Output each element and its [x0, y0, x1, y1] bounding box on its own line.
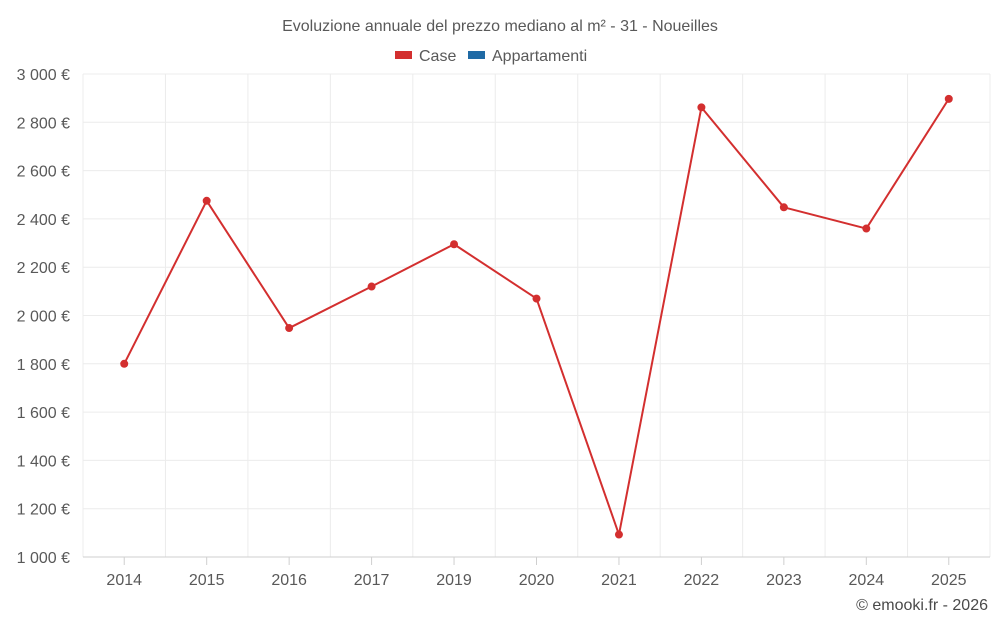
y-gridlines	[83, 73, 990, 510]
y-axis-labels: 1 000 € 1 200 € 1 400 € 1 600 € 1 800 € 2 000…	[17, 67, 70, 567]
x-tick-label: 2023	[766, 572, 802, 589]
y-tick-label: 2 200 €	[17, 260, 70, 277]
x-tick-label: 2014	[106, 572, 142, 589]
y-tick-label: 1 800 €	[17, 357, 70, 374]
data-point-case-2023[interactable]	[779, 203, 788, 212]
x-tick-label: 2017	[354, 572, 390, 589]
series-case	[120, 94, 953, 539]
data-point-case-2020[interactable]	[532, 294, 541, 303]
data-point-case-2015[interactable]	[202, 196, 211, 205]
legend-item-appartamenti[interactable]: Appartamenti	[468, 48, 587, 65]
data-point-case-2014[interactable]	[120, 359, 129, 368]
y-tick-label: 1 400 €	[17, 453, 70, 470]
x-tick-label: 2024	[849, 572, 885, 589]
data-point-case-2021[interactable]	[614, 530, 623, 539]
y-tick-label: 1 000 €	[17, 550, 70, 567]
credit-text: © emooki.fr - 2026	[856, 597, 988, 614]
data-point-case-2019[interactable]	[450, 240, 459, 249]
x-tick-label: 2021	[601, 572, 637, 589]
chart-title: Evoluzione annuale del prezzo mediano al…	[282, 18, 718, 35]
y-tick-label: 1 200 €	[17, 502, 70, 519]
y-tick-label: 2 400 €	[17, 212, 70, 229]
data-point-case-2022[interactable]	[697, 103, 706, 112]
legend-label-appartamenti: Appartamenti	[492, 48, 587, 65]
x-tick-label: 2019	[436, 572, 472, 589]
x-gridlines	[82, 74, 991, 557]
data-point-case-2025[interactable]	[944, 94, 953, 103]
legend-item-case[interactable]: Case	[395, 48, 456, 65]
data-point-case-2016[interactable]	[285, 324, 294, 333]
legend: Case Appartamenti	[395, 48, 587, 65]
data-point-case-2017[interactable]	[367, 282, 376, 291]
x-tick-label: 2016	[271, 572, 307, 589]
y-tick-label: 3 000 €	[17, 67, 70, 84]
data-point-case-2024[interactable]	[862, 224, 871, 233]
legend-swatch-appartamenti	[468, 51, 485, 59]
x-axis-labels: 2014 2015 2016 2017 2019 2020 2021 2022 2023 2024…	[106, 557, 967, 589]
y-tick-label: 2 800 €	[17, 115, 70, 132]
legend-label-case: Case	[419, 48, 456, 65]
y-tick-label: 1 600 €	[17, 405, 70, 422]
x-tick-label: 2022	[684, 572, 720, 589]
x-tick-label: 2025	[931, 572, 967, 589]
x-tick-label: 2020	[519, 572, 555, 589]
y-tick-label: 2 000 €	[17, 309, 70, 326]
legend-swatch-case	[395, 51, 412, 59]
y-tick-label: 2 600 €	[17, 164, 70, 181]
x-tick-label: 2015	[189, 572, 225, 589]
